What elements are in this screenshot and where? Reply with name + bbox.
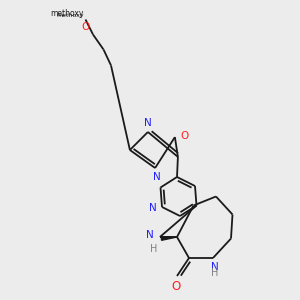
Text: H: H	[211, 268, 218, 278]
Polygon shape	[161, 237, 177, 240]
Text: N: N	[211, 262, 218, 272]
Text: O: O	[180, 130, 188, 141]
Text: N: N	[149, 202, 157, 213]
Text: methoxy: methoxy	[51, 9, 84, 18]
Text: O: O	[171, 280, 180, 292]
Text: N: N	[146, 230, 153, 241]
Text: methoxy: methoxy	[56, 13, 84, 18]
Text: N: N	[153, 172, 160, 182]
Text: H: H	[150, 244, 157, 254]
Text: O: O	[82, 22, 90, 32]
Text: N: N	[144, 118, 152, 128]
